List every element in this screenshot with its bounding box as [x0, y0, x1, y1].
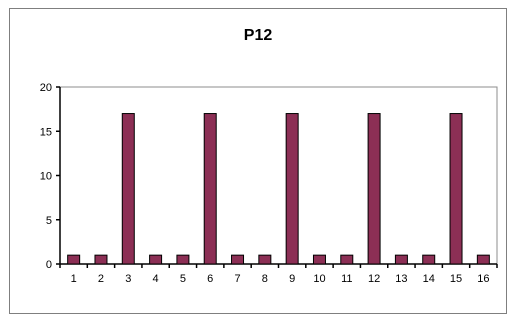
x-tick-label: 15 — [450, 273, 462, 285]
bar — [340, 254, 354, 265]
x-tick-label: 11 — [341, 273, 352, 285]
bar — [394, 254, 408, 265]
bar — [121, 113, 135, 265]
bar — [94, 254, 108, 265]
bar — [203, 113, 217, 265]
y-tick-label: 15 — [40, 126, 52, 138]
x-tick-label: 14 — [423, 273, 435, 285]
x-tick-label: 9 — [289, 273, 295, 285]
bar — [449, 113, 463, 265]
chart-frame: P12 — [9, 8, 507, 314]
chart-title: P12 — [243, 27, 273, 44]
x-tick-label: 4 — [153, 273, 159, 285]
bar — [285, 113, 299, 265]
x-tick-label: 12 — [368, 273, 380, 285]
bar — [312, 254, 326, 265]
y-tick-label: 20 — [40, 82, 52, 94]
bar — [176, 254, 190, 265]
y-tick-label: 0 — [46, 259, 52, 271]
bar — [367, 113, 381, 265]
bar — [476, 254, 490, 265]
bar — [422, 254, 436, 265]
bar — [231, 254, 245, 265]
x-tick-label: 2 — [98, 273, 104, 285]
y-tick-label: 10 — [40, 171, 52, 183]
x-tick-label: 13 — [395, 273, 407, 285]
x-tick-label: 6 — [207, 273, 213, 285]
bar — [258, 254, 272, 265]
x-tick-label: 3 — [125, 273, 131, 285]
x-tick-label: 8 — [262, 273, 268, 285]
x-tick-label: 1 — [71, 273, 77, 285]
bar — [67, 254, 81, 265]
x-tick-label: 10 — [313, 273, 325, 285]
y-tick-label: 5 — [46, 215, 52, 227]
x-tick-label: 16 — [477, 273, 489, 285]
x-tick-label: 5 — [180, 273, 186, 285]
x-tick-label: 7 — [234, 273, 240, 285]
bar — [149, 254, 163, 265]
